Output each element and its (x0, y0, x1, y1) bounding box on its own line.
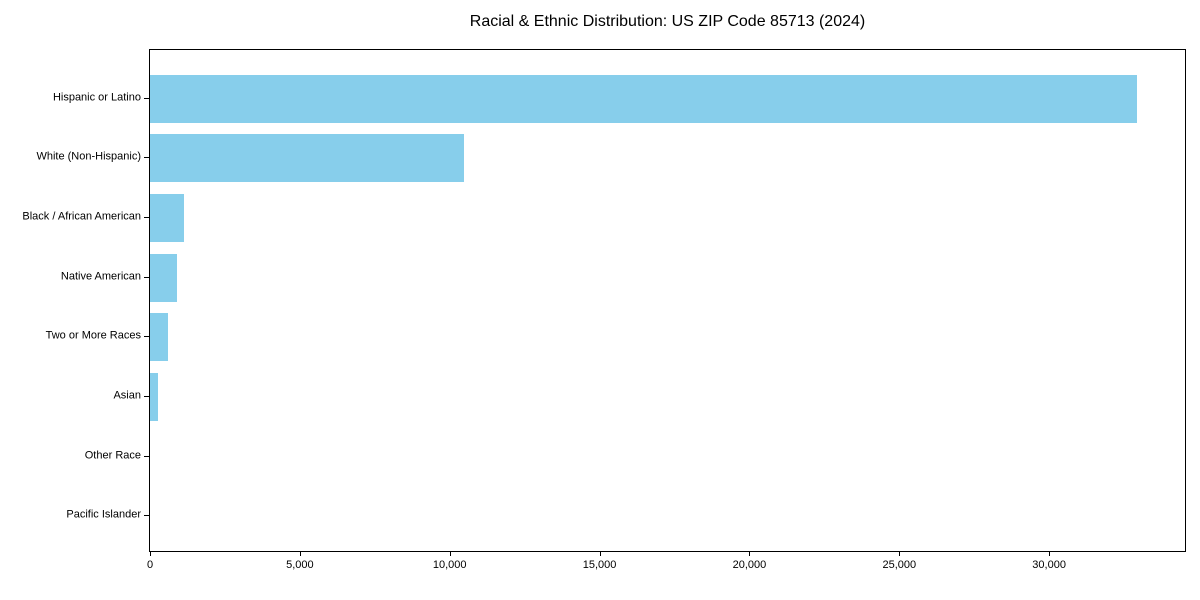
y-axis-tick-hispanic-or-latino (144, 97, 149, 99)
x-axis-tick-label-5000: 5,000 (286, 559, 314, 571)
x-axis-tick-30000 (1049, 552, 1051, 556)
y-axis-tick-two-or-more-races (144, 336, 149, 338)
bar-asian (150, 373, 159, 421)
bar-hispanic-or-latino (150, 74, 1137, 123)
y-axis-label-hispanic-or-latino: Hispanic or Latino (52, 91, 141, 103)
x-axis-tick-label-20000: 20,000 (732, 559, 767, 571)
x-axis-tick-label-10000: 10,000 (432, 559, 467, 571)
y-axis-label-two-or-more-races: Two or More Races (45, 329, 141, 342)
y-axis-tick-pacific-islander (144, 515, 149, 517)
y-axis-tick-white-non-hispanic (144, 157, 149, 159)
x-axis-tick-15000 (599, 552, 601, 556)
x-axis-tick-label-0: 0 (146, 559, 154, 571)
bar-black-african-american (150, 193, 185, 242)
x-axis-tick-label-25000: 25,000 (882, 559, 917, 571)
chart-title: Racial & Ethnic Distribution: US ZIP Cod… (469, 13, 866, 30)
y-axis-tick-native-american (144, 276, 149, 278)
bar-white-non-hispanic (150, 134, 465, 183)
y-axis-label-asian: Asian (113, 389, 141, 402)
x-axis-tick-25000 (899, 552, 901, 556)
y-axis-tick-other-race (144, 455, 149, 457)
x-axis-tick-20000 (749, 552, 751, 556)
y-axis-tick-black-african-american (144, 216, 149, 218)
y-axis-label-white-non-hispanic: White (Non-Hispanic) (36, 150, 141, 163)
bar-two-or-more-races (150, 313, 169, 362)
y-axis-label-other-race: Other Race (84, 449, 141, 462)
y-axis-tick-asian (144, 396, 149, 397)
x-axis-tick-5000 (299, 552, 301, 556)
y-axis-label-native-american: Native American (60, 270, 141, 283)
plot-area (149, 49, 1186, 552)
x-axis-tick-0 (150, 552, 151, 556)
x-axis-tick-label-30000: 30,000 (1032, 559, 1066, 571)
y-axis-label-pacific-islander: Pacific Islander (66, 508, 141, 521)
x-axis-tick-10000 (449, 552, 451, 556)
y-axis-label-black-african-american: Black / African American (22, 210, 141, 223)
bar-native-american (150, 253, 177, 302)
x-axis-tick-label-15000: 15,000 (582, 559, 617, 571)
